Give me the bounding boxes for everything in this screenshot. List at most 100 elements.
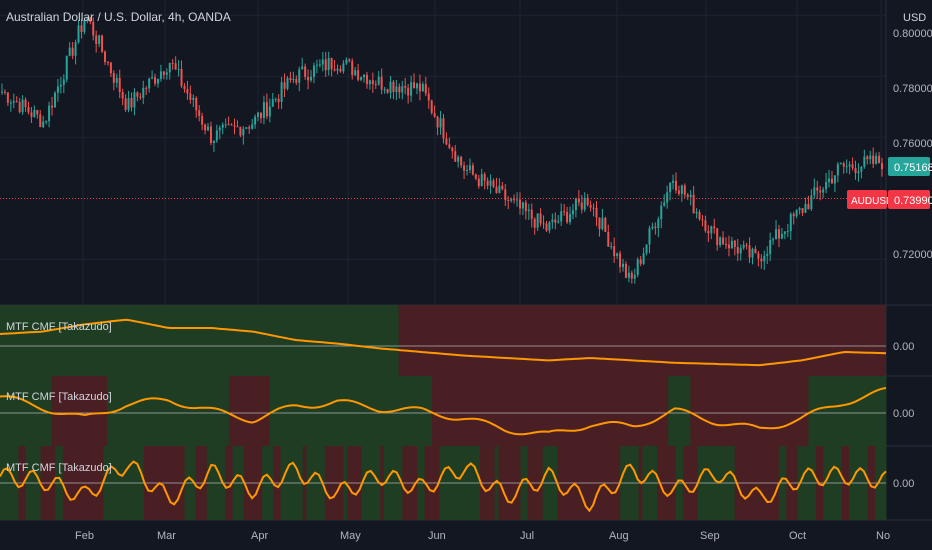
candle-body xyxy=(569,214,572,223)
candle-body xyxy=(716,228,719,246)
candle-body xyxy=(433,112,436,117)
indicator-title[interactable]: MTF CMF [Takazudo] xyxy=(6,462,112,474)
candle-body xyxy=(315,64,318,66)
currency-label[interactable]: USD xyxy=(903,12,926,24)
candle-body xyxy=(62,79,65,85)
candle-body xyxy=(171,62,174,64)
candle-body xyxy=(654,226,657,229)
candle-body xyxy=(295,78,298,83)
symbol-title[interactable]: Australian Dollar / U.S. Dollar, 4h, OAN… xyxy=(6,10,231,24)
candle-body xyxy=(577,198,580,203)
candle-body xyxy=(530,209,533,219)
candle-body xyxy=(377,76,380,85)
candle-body xyxy=(707,231,710,234)
candle-body xyxy=(854,168,857,174)
current-price-tag xyxy=(888,157,930,176)
candle-body xyxy=(786,231,789,233)
candle-body xyxy=(201,115,204,125)
candle-body xyxy=(536,213,539,228)
candle-body xyxy=(851,164,854,169)
candle-body xyxy=(6,92,9,103)
candle-body xyxy=(777,229,780,239)
candle-body xyxy=(177,68,180,70)
candle-body xyxy=(878,155,881,164)
candle-body xyxy=(736,246,739,254)
candle-body xyxy=(683,185,686,195)
candle-body xyxy=(186,89,189,94)
candle-body xyxy=(742,244,745,248)
candle-body xyxy=(39,114,42,128)
candle-body xyxy=(872,155,875,164)
candle-body xyxy=(133,92,136,108)
marker-symbol-label: AUDUSD xyxy=(851,196,893,207)
candle-body xyxy=(345,59,348,64)
candle-body xyxy=(686,194,689,198)
candle-body xyxy=(595,207,598,218)
candle-body xyxy=(74,42,77,56)
candle-body xyxy=(380,76,383,90)
candle-body xyxy=(280,82,283,102)
candle-body xyxy=(271,99,274,107)
candle-body xyxy=(395,86,398,93)
candle-body xyxy=(463,165,466,171)
candle-body xyxy=(504,189,507,201)
candle-body xyxy=(695,211,698,214)
candle-body xyxy=(348,59,351,61)
candle-body xyxy=(53,92,56,108)
price-tick: 0.78000 xyxy=(893,83,932,95)
month-label: No xyxy=(876,530,890,542)
candle-body xyxy=(12,101,15,103)
candle-body xyxy=(701,219,704,221)
candle-body xyxy=(860,166,863,172)
candle-body xyxy=(825,182,828,190)
price-candles xyxy=(1,16,883,284)
candle-body xyxy=(645,244,648,254)
candle-body xyxy=(236,126,239,128)
candle-body xyxy=(104,51,107,63)
candle-body xyxy=(442,118,445,139)
candle-body xyxy=(159,71,162,79)
candle-body xyxy=(518,199,521,209)
candle-body xyxy=(109,62,112,74)
candle-body xyxy=(283,82,286,89)
bear-zone xyxy=(431,376,669,446)
candle-body xyxy=(277,98,280,102)
candle-body xyxy=(574,198,577,211)
candle-body xyxy=(689,194,692,198)
candle-body xyxy=(98,35,101,44)
price-tick: 0.76000 xyxy=(893,138,932,150)
candle-body xyxy=(510,199,513,201)
candle-body xyxy=(466,169,469,171)
candle-body xyxy=(106,62,109,64)
candle-body xyxy=(783,231,786,234)
candle-body xyxy=(580,202,583,210)
cmf-line xyxy=(0,318,887,367)
candle-body xyxy=(704,220,707,232)
indicator-zero-label: 0.00 xyxy=(893,478,914,490)
candle-body xyxy=(374,84,377,86)
candle-body xyxy=(542,223,545,225)
candle-body xyxy=(148,78,151,89)
candle-body xyxy=(875,155,878,164)
bear-zone xyxy=(398,305,886,376)
candle-body xyxy=(221,124,224,128)
candle-body xyxy=(754,248,757,254)
candle-body xyxy=(401,86,404,93)
candle-body xyxy=(722,237,725,244)
candle-body xyxy=(630,272,633,279)
candle-body xyxy=(268,106,271,117)
indicator-title[interactable]: MTF CMF [Takazudo] xyxy=(6,321,112,333)
candle-body xyxy=(165,72,168,75)
indicator-title[interactable]: MTF CMF [Takazudo] xyxy=(6,391,112,403)
candle-body xyxy=(168,62,171,73)
candle-body xyxy=(816,187,819,191)
candle-body xyxy=(89,17,92,22)
marker-symbol-tag xyxy=(847,190,887,209)
candle-body xyxy=(845,166,848,168)
candle-body xyxy=(804,203,807,213)
candle-body xyxy=(430,100,433,113)
candle-body xyxy=(83,20,86,33)
candle-body xyxy=(424,84,427,94)
candle-body xyxy=(204,124,207,131)
